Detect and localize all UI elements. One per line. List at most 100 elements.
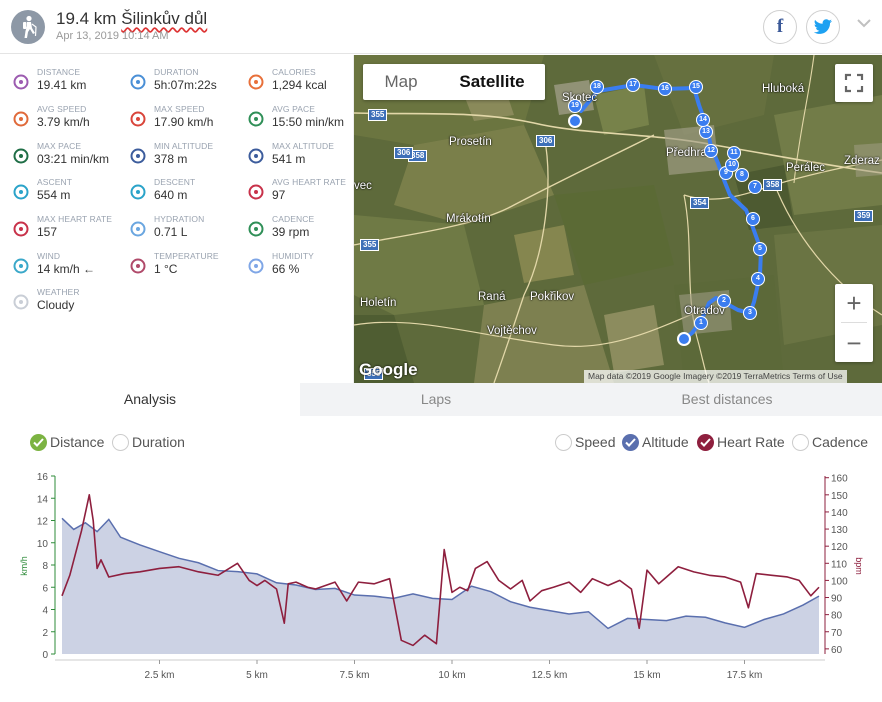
- stat-label: AVG SPEED: [37, 104, 86, 114]
- facebook-icon: f: [777, 16, 783, 38]
- left-axis-tick-label: 12: [37, 517, 49, 528]
- stopwatch-icon: [129, 73, 147, 91]
- map-road-shield: 355: [368, 109, 387, 121]
- map-attribution[interactable]: Map data ©2019 Google Imagery ©2019 Terr…: [584, 370, 847, 383]
- right-axis-tick-label: 140: [831, 508, 848, 519]
- right-axis-tick-label: 80: [831, 611, 843, 622]
- zoom-control: + −: [835, 284, 873, 362]
- route-marker[interactable]: 3: [743, 306, 757, 320]
- stat-value: 554 m: [37, 188, 70, 202]
- location-pin-icon[interactable]: [568, 114, 582, 128]
- route-marker[interactable]: 11: [727, 146, 741, 160]
- route-marker[interactable]: 4: [751, 272, 765, 286]
- route-marker[interactable]: 19: [568, 99, 582, 113]
- stat-value: 1 °C: [154, 262, 177, 276]
- map-place-label: Raná: [478, 291, 506, 303]
- route-marker[interactable]: 7: [748, 180, 762, 194]
- route-marker[interactable]: 2: [717, 294, 731, 308]
- facebook-share-button[interactable]: f: [763, 10, 797, 44]
- left-axis-tick-label: 2: [42, 628, 48, 639]
- route-marker[interactable]: 1: [694, 316, 708, 330]
- route-marker[interactable]: 8: [735, 168, 749, 182]
- tab-best-distances[interactable]: Best distances: [572, 383, 882, 416]
- option-duration[interactable]: Duration: [112, 433, 185, 451]
- stat-label: AVG PACE: [272, 104, 315, 114]
- route-marker[interactable]: 15: [689, 80, 703, 94]
- route-marker[interactable]: 18: [590, 80, 604, 94]
- map-type-satellite-button[interactable]: Satellite: [439, 64, 545, 100]
- route-marker[interactable]: 16: [658, 82, 672, 96]
- checkbox-unchecked-icon: [555, 434, 572, 451]
- route-marker[interactable]: 5: [753, 242, 767, 256]
- option-label: Heart Rate: [717, 434, 785, 450]
- option-speed[interactable]: Speed: [555, 433, 615, 451]
- right-axis-tick-label: 130: [831, 525, 848, 536]
- tab-laps[interactable]: Laps: [300, 383, 572, 416]
- location-pin-icon[interactable]: [677, 332, 691, 346]
- tab-analysis[interactable]: Analysis: [0, 383, 300, 416]
- x-axis-tick-label: 2.5 km: [144, 670, 174, 681]
- route-marker[interactable]: 17: [626, 78, 640, 92]
- map-place-label: Vojtěchov: [487, 325, 537, 337]
- chevron-down-icon[interactable]: [856, 17, 872, 29]
- route-marker[interactable]: 10: [725, 158, 739, 172]
- fullscreen-button[interactable]: [835, 64, 873, 102]
- option-altitude[interactable]: Altitude: [622, 433, 689, 451]
- x-axis-tick-label: 12.5 km: [532, 670, 568, 681]
- zoom-in-button[interactable]: +: [835, 284, 873, 322]
- option-label: Distance: [50, 434, 104, 450]
- stat-value: 15:50 min/km: [272, 115, 344, 129]
- satellite-imagery: [354, 55, 882, 383]
- option-cadence[interactable]: Cadence: [792, 433, 868, 451]
- option-label: Altitude: [642, 434, 689, 450]
- option-distance[interactable]: Distance: [30, 433, 104, 451]
- route-marker[interactable]: 12: [704, 144, 718, 158]
- checkbox-unchecked-icon: [112, 434, 129, 451]
- speedometer-icon: [129, 110, 147, 128]
- activity-title: 19.4 km Šilinkův důl: [56, 9, 207, 29]
- route-marker[interactable]: 13: [699, 125, 713, 139]
- stat-label: WEATHER: [37, 287, 80, 297]
- option-heart-rate[interactable]: Heart Rate: [697, 433, 785, 451]
- wind-icon: [12, 257, 30, 275]
- heart-pulse-icon: [12, 220, 30, 238]
- activity-datetime: Apr 13, 2019 10:14 AM: [56, 30, 169, 42]
- stat-label: AVG HEART RATE: [272, 177, 346, 187]
- twitter-share-button[interactable]: [806, 10, 840, 44]
- route-marker[interactable]: 6: [746, 212, 760, 226]
- right-axis-tick-label: 100: [831, 576, 848, 587]
- analysis-chart-svg: 0246810121416km/h60708090100110120130140…: [0, 466, 882, 697]
- x-axis-tick-label: 7.5 km: [339, 670, 369, 681]
- zoom-out-button[interactable]: −: [835, 324, 873, 362]
- mountain-icon: [247, 147, 265, 165]
- stat-value: 0.71 L: [154, 225, 187, 239]
- map-type-map-button[interactable]: Map: [363, 64, 439, 100]
- stat-label: HYDRATION: [154, 214, 204, 224]
- map-place-label: vec: [354, 180, 372, 192]
- humidity-icon: [247, 257, 265, 275]
- thermometer-icon: [129, 257, 147, 275]
- stat-value: Cloudy: [37, 298, 74, 312]
- stat-value: 640 m: [154, 188, 187, 202]
- map-road-shield: 306: [536, 135, 555, 147]
- stat-value: 541 m: [272, 152, 305, 166]
- left-axis-tick-label: 16: [37, 472, 49, 483]
- right-axis-tick-label: 90: [831, 594, 843, 605]
- stat-label: CALORIES: [272, 67, 316, 77]
- map-type-control: Map Satellite: [363, 64, 545, 100]
- ascent-icon: [12, 183, 30, 201]
- stat-value: 14 km/h ←: [37, 262, 95, 276]
- left-axis-tick-label: 0: [42, 650, 48, 661]
- route-marker[interactable]: 14: [696, 113, 710, 127]
